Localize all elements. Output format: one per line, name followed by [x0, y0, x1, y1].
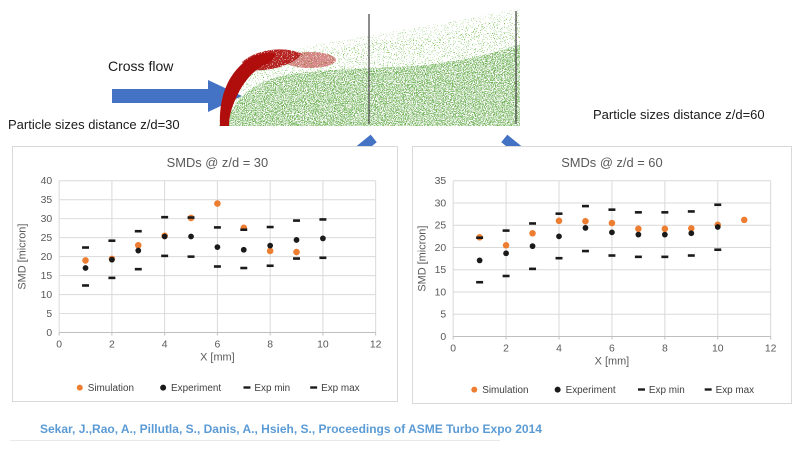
svg-text:Simulation: Simulation: [482, 385, 528, 396]
svg-text:10: 10: [317, 339, 329, 350]
svg-text:20: 20: [435, 243, 447, 254]
svg-text:Experiment: Experiment: [171, 383, 221, 394]
svg-text:0: 0: [46, 328, 52, 339]
spray-plume-core: [224, 44, 520, 126]
svg-text:X [mm]: X [mm]: [595, 355, 630, 367]
svg-text:25: 25: [435, 221, 447, 232]
svg-text:35: 35: [435, 176, 447, 187]
chart-zd30: 0 5 10 15 20 25 30 35 40 0 2 4 6 8 10 12 SMDs @ z/d = 30…: [12, 146, 398, 402]
red-droplet-cluster: [242, 49, 336, 71]
svg-text:X [mm]: X [mm]: [200, 351, 235, 363]
svg-text:Exp min: Exp min: [649, 385, 685, 396]
svg-text:15: 15: [435, 265, 447, 276]
svg-text:0: 0: [56, 339, 62, 350]
svg-text:10: 10: [435, 287, 447, 298]
svg-text:Exp max: Exp max: [716, 385, 755, 396]
spray-simulation-image: [218, 8, 520, 126]
svg-text:Simulation: Simulation: [88, 383, 134, 394]
svg-text:12: 12: [370, 339, 382, 350]
svg-text:10: 10: [41, 290, 53, 301]
svg-text:15: 15: [41, 271, 53, 282]
svg-text:40: 40: [41, 176, 53, 187]
svg-text:6: 6: [215, 339, 221, 350]
caption-zd60: Particle sizes distance z/d=60: [593, 107, 765, 122]
svg-text:4: 4: [162, 339, 168, 350]
svg-text:8: 8: [267, 339, 273, 350]
svg-text:10: 10: [712, 343, 724, 354]
svg-text:SMDs @ z/d = 60: SMDs @ z/d = 60: [561, 155, 662, 170]
svg-text:6: 6: [609, 343, 615, 354]
svg-text:30: 30: [41, 214, 53, 225]
svg-text:8: 8: [662, 343, 668, 354]
divider: [10, 440, 500, 441]
chart-zd60: 0 5 10 15 20 25 30 35 0 2 4 6 8 10 12 SMDs @ z/d = 60 X …: [412, 146, 792, 404]
svg-text:SMDs @ z/d = 30: SMDs @ z/d = 30: [167, 155, 268, 170]
svg-text:25: 25: [41, 233, 53, 244]
svg-text:Exp min: Exp min: [254, 383, 290, 394]
svg-text:0: 0: [450, 343, 456, 354]
svg-text:12: 12: [765, 343, 777, 354]
svg-text:2: 2: [109, 339, 115, 350]
svg-text:4: 4: [556, 343, 562, 354]
svg-text:5: 5: [46, 309, 52, 320]
svg-text:Exp max: Exp max: [321, 383, 360, 394]
svg-text:5: 5: [440, 310, 446, 321]
chart-zd30-canvas: 0 5 10 15 20 25 30 35 40 0 2 4 6 8 10 12 SMDs @ z/d = 30…: [16, 155, 382, 394]
svg-text:20: 20: [41, 252, 53, 263]
svg-text:0: 0: [440, 332, 446, 343]
cross-flow-label: Cross flow: [108, 58, 174, 74]
chart-zd60-canvas: 0 5 10 15 20 25 30 35 0 2 4 6 8 10 12 SMDs @ z/d = 60 X …: [416, 155, 777, 396]
caption-zd30: Particle sizes distance z/d=30: [8, 117, 180, 132]
svg-text:30: 30: [435, 198, 447, 209]
svg-text:35: 35: [41, 195, 53, 206]
citation: Sekar, J.,Rao, A., Pillutla, S., Danis, …: [40, 422, 542, 436]
svg-text:SMD [micron]: SMD [micron]: [16, 224, 28, 290]
svg-text:SMD [micron]: SMD [micron]: [416, 226, 428, 292]
spray-plume-wisp: [260, 8, 520, 60]
svg-text:Experiment: Experiment: [566, 385, 616, 396]
svg-text:2: 2: [503, 343, 509, 354]
